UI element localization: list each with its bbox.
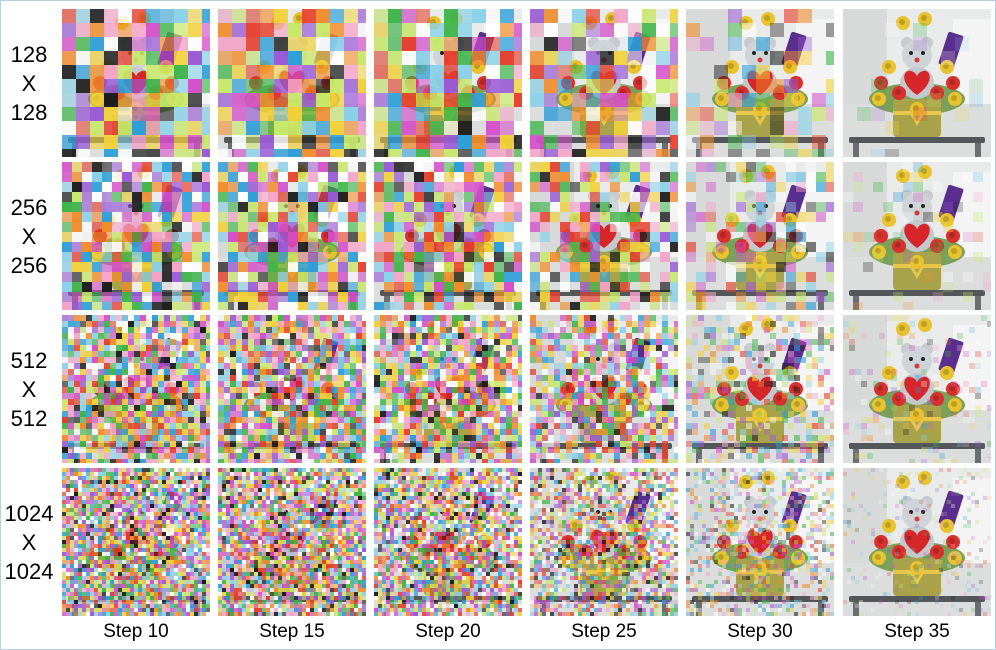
column-label-step-10: Step 10	[103, 621, 169, 642]
generated-image-tile	[218, 9, 366, 157]
generated-image-tile	[530, 162, 678, 310]
generated-image-tile	[843, 162, 991, 310]
row-label-128: 128 X 128	[0, 9, 58, 157]
generated-image-tile	[843, 468, 991, 616]
row-label-x: X	[21, 223, 37, 249]
column-label-step-20: Step 20	[415, 621, 481, 642]
row-label-x: X	[21, 376, 37, 402]
row-label-bottom: 1024	[4, 558, 54, 584]
generated-image-tile	[530, 315, 678, 463]
column-label-step-30: Step 30	[727, 621, 793, 642]
generated-image-tile	[218, 468, 366, 616]
generated-image-tile	[686, 162, 834, 310]
generated-image-tile	[374, 468, 522, 616]
generated-image-tile	[218, 315, 366, 463]
row-label-bottom: 512	[10, 405, 48, 431]
generated-image-tile	[530, 9, 678, 157]
row-label-256: 256 X 256	[0, 162, 58, 310]
generated-image-tile	[62, 9, 210, 157]
generated-image-tile	[843, 315, 991, 463]
generated-image-tile	[686, 468, 834, 616]
row-label-x: X	[21, 70, 37, 96]
row-label-top: 512	[10, 347, 48, 373]
generated-image-tile	[374, 315, 522, 463]
column-label-step-25: Step 25	[571, 621, 637, 642]
generated-image-tile	[218, 162, 366, 310]
row-label-top: 128	[10, 41, 48, 67]
generated-image-tile	[843, 9, 991, 157]
row-label-x: X	[21, 529, 37, 555]
row-label-top: 256	[10, 194, 48, 220]
row-label-1024: 1024 X 1024	[0, 468, 58, 616]
column-label-step-15: Step 15	[259, 621, 325, 642]
generated-image-tile	[686, 9, 834, 157]
row-label-bottom: 256	[10, 252, 48, 278]
generated-image-tile	[374, 9, 522, 157]
row-label-bottom: 128	[10, 99, 48, 125]
column-label-step-35: Step 35	[884, 621, 950, 642]
generated-image-tile	[62, 162, 210, 310]
row-label-top: 1024	[4, 500, 54, 526]
generated-image-tile	[62, 315, 210, 463]
generated-image-tile	[686, 315, 834, 463]
row-label-512: 512 X 512	[0, 315, 58, 463]
generated-image-tile	[62, 468, 210, 616]
generated-image-tile	[374, 162, 522, 310]
generated-image-tile	[530, 468, 678, 616]
